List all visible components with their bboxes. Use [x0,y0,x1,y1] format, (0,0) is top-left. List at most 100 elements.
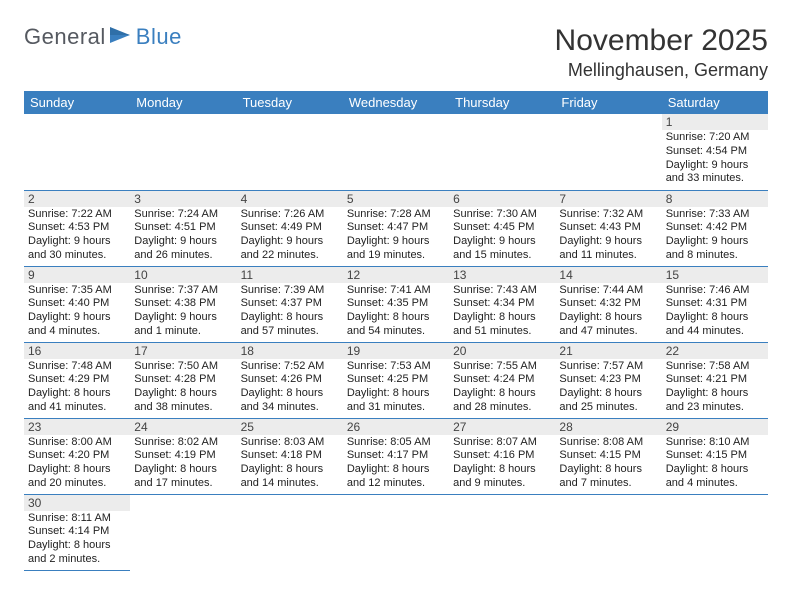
day-number: 22 [662,343,768,359]
calendar-blank [449,494,555,570]
detail-line: Daylight: 9 hours [28,311,126,325]
detail-line: Daylight: 9 hours [241,235,339,249]
day-details: Sunrise: 7:48 AMSunset: 4:29 PMDaylight:… [24,359,130,417]
detail-line: Daylight: 9 hours [666,235,764,249]
detail-line: Sunset: 4:35 PM [347,297,445,311]
day-details: Sunrise: 7:44 AMSunset: 4:32 PMDaylight:… [555,283,661,341]
detail-line: Sunrise: 8:00 AM [28,436,126,450]
detail-line: and 47 minutes. [559,325,657,339]
detail-line: and 2 minutes. [28,553,126,567]
day-number [130,114,236,129]
day-details: Sunrise: 7:57 AMSunset: 4:23 PMDaylight:… [555,359,661,417]
detail-line: and 11 minutes. [559,249,657,263]
day-number [343,495,449,510]
logo-text-general: General [24,24,106,50]
day-number: 23 [24,419,130,435]
detail-line: Daylight: 8 hours [134,387,232,401]
detail-line: and 15 minutes. [453,249,551,263]
day-number: 6 [449,191,555,207]
detail-line: Daylight: 8 hours [134,463,232,477]
calendar-day: 6Sunrise: 7:30 AMSunset: 4:45 PMDaylight… [449,190,555,266]
detail-line: Daylight: 8 hours [559,387,657,401]
detail-line: and 41 minutes. [28,401,126,415]
day-header: Friday [555,91,661,114]
detail-line: Daylight: 9 hours [453,235,551,249]
calendar-day: 14Sunrise: 7:44 AMSunset: 4:32 PMDayligh… [555,266,661,342]
day-number: 3 [130,191,236,207]
detail-line: Sunrise: 7:35 AM [28,284,126,298]
detail-line: Sunrise: 7:43 AM [453,284,551,298]
detail-line: Daylight: 8 hours [241,387,339,401]
calendar-day: 30Sunrise: 8:11 AMSunset: 4:14 PMDayligh… [24,494,130,570]
location: Mellinghausen, Germany [555,60,768,81]
flag-icon [108,25,134,50]
detail-line: and 4 minutes. [666,477,764,491]
detail-line: and 7 minutes. [559,477,657,491]
day-number: 2 [24,191,130,207]
day-details: Sunrise: 8:03 AMSunset: 4:18 PMDaylight:… [237,435,343,493]
calendar-day: 9Sunrise: 7:35 AMSunset: 4:40 PMDaylight… [24,266,130,342]
day-details: Sunrise: 7:30 AMSunset: 4:45 PMDaylight:… [449,207,555,265]
detail-line: Sunset: 4:32 PM [559,297,657,311]
calendar-day: 2Sunrise: 7:22 AMSunset: 4:53 PMDaylight… [24,190,130,266]
day-number: 28 [555,419,661,435]
detail-line: and 51 minutes. [453,325,551,339]
detail-line: Sunrise: 7:52 AM [241,360,339,374]
detail-line: Sunrise: 7:46 AM [666,284,764,298]
detail-line: Sunset: 4:21 PM [666,373,764,387]
day-number: 13 [449,267,555,283]
day-details: Sunrise: 7:50 AMSunset: 4:28 PMDaylight:… [130,359,236,417]
title-block: November 2025 Mellinghausen, Germany [555,24,768,81]
logo: General Blue [24,24,182,50]
day-details: Sunrise: 7:55 AMSunset: 4:24 PMDaylight:… [449,359,555,417]
day-number: 26 [343,419,449,435]
day-number: 11 [237,267,343,283]
detail-line: Daylight: 8 hours [559,311,657,325]
detail-line: Daylight: 9 hours [559,235,657,249]
calendar-day: 3Sunrise: 7:24 AMSunset: 4:51 PMDaylight… [130,190,236,266]
detail-line: and 4 minutes. [28,325,126,339]
detail-line: and 23 minutes. [666,401,764,415]
detail-line: Daylight: 8 hours [453,463,551,477]
detail-line: Sunset: 4:16 PM [453,449,551,463]
detail-line: Sunset: 4:40 PM [28,297,126,311]
detail-line: Sunrise: 7:50 AM [134,360,232,374]
detail-line: Sunset: 4:29 PM [28,373,126,387]
day-number: 15 [662,267,768,283]
day-header: Thursday [449,91,555,114]
day-number: 16 [24,343,130,359]
day-number: 24 [130,419,236,435]
detail-line: Sunrise: 7:33 AM [666,208,764,222]
day-number [24,114,130,129]
detail-line: and 25 minutes. [559,401,657,415]
calendar-day: 11Sunrise: 7:39 AMSunset: 4:37 PMDayligh… [237,266,343,342]
calendar-blank [449,114,555,190]
day-header: Monday [130,91,236,114]
calendar-blank [130,494,236,570]
detail-line: and 33 minutes. [666,172,764,186]
detail-line: Daylight: 8 hours [453,387,551,401]
detail-line: and 38 minutes. [134,401,232,415]
detail-line: Sunrise: 7:39 AM [241,284,339,298]
calendar-day: 12Sunrise: 7:41 AMSunset: 4:35 PMDayligh… [343,266,449,342]
day-number: 7 [555,191,661,207]
detail-line: and 22 minutes. [241,249,339,263]
day-details: Sunrise: 7:41 AMSunset: 4:35 PMDaylight:… [343,283,449,341]
day-details: Sunrise: 7:37 AMSunset: 4:38 PMDaylight:… [130,283,236,341]
calendar-blank [237,114,343,190]
day-number [555,495,661,510]
calendar-day: 29Sunrise: 8:10 AMSunset: 4:15 PMDayligh… [662,418,768,494]
calendar-day: 16Sunrise: 7:48 AMSunset: 4:29 PMDayligh… [24,342,130,418]
detail-line: Daylight: 9 hours [347,235,445,249]
calendar-day: 1Sunrise: 7:20 AMSunset: 4:54 PMDaylight… [662,114,768,190]
day-details: Sunrise: 7:22 AMSunset: 4:53 PMDaylight:… [24,207,130,265]
detail-line: and 28 minutes. [453,401,551,415]
detail-line: Sunrise: 7:57 AM [559,360,657,374]
day-number: 8 [662,191,768,207]
detail-line: Sunrise: 7:58 AM [666,360,764,374]
detail-line: Sunrise: 7:44 AM [559,284,657,298]
detail-line: Sunset: 4:47 PM [347,221,445,235]
day-header: Wednesday [343,91,449,114]
detail-line: and 31 minutes. [347,401,445,415]
detail-line: Sunrise: 8:03 AM [241,436,339,450]
